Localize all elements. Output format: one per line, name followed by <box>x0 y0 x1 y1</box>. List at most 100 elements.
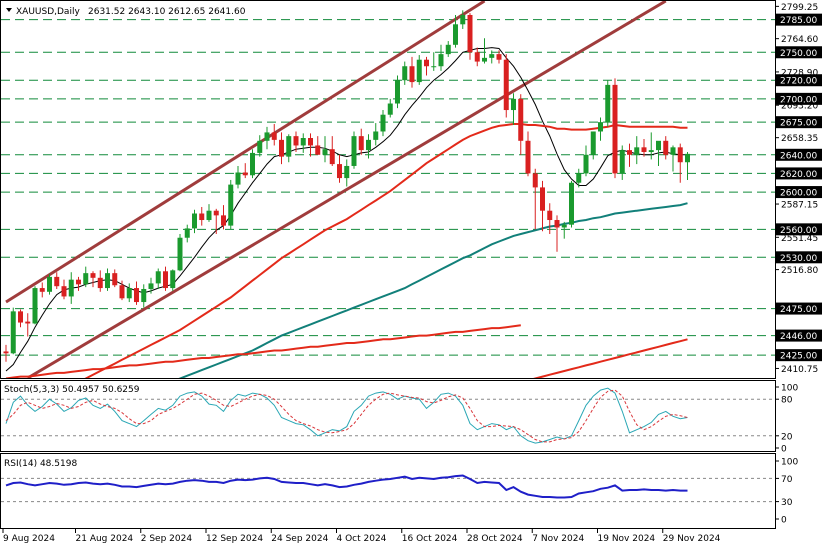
candle[interactable] <box>489 50 495 64</box>
candle[interactable] <box>170 269 176 291</box>
candle[interactable] <box>221 205 226 230</box>
candle[interactable] <box>663 136 669 160</box>
candle[interactable] <box>163 266 168 291</box>
candle[interactable] <box>670 145 676 172</box>
candle[interactable] <box>18 309 23 328</box>
candle[interactable] <box>656 140 661 166</box>
candle[interactable] <box>402 61 408 85</box>
candle[interactable] <box>47 274 52 295</box>
candle[interactable] <box>134 281 139 305</box>
candle[interactable] <box>337 154 342 183</box>
price-panel[interactable] <box>0 0 776 379</box>
candle[interactable] <box>627 143 632 167</box>
candle[interactable] <box>685 151 690 180</box>
candle[interactable] <box>126 283 132 303</box>
candle[interactable] <box>424 56 429 76</box>
candle[interactable] <box>511 93 516 125</box>
candle[interactable] <box>61 279 67 300</box>
candle[interactable] <box>474 47 480 67</box>
candle[interactable] <box>373 123 379 146</box>
candle[interactable] <box>257 135 263 157</box>
candle[interactable] <box>482 38 487 64</box>
candle[interactable] <box>569 180 574 228</box>
candle[interactable] <box>445 41 451 57</box>
candle[interactable] <box>467 13 473 60</box>
candle[interactable] <box>264 126 270 150</box>
candle[interactable] <box>32 286 38 325</box>
candle[interactable] <box>68 272 74 304</box>
candle[interactable] <box>554 215 560 252</box>
candle[interactable] <box>612 78 618 179</box>
candle[interactable] <box>293 131 299 152</box>
candle[interactable] <box>141 284 147 308</box>
candle[interactable] <box>329 136 335 166</box>
candle[interactable] <box>532 168 538 230</box>
candle[interactable] <box>583 145 589 177</box>
rsi-panel[interactable] <box>0 453 776 529</box>
candle[interactable] <box>213 208 219 235</box>
candle[interactable] <box>590 131 596 160</box>
candle[interactable] <box>250 149 255 179</box>
candle[interactable] <box>3 344 9 362</box>
stoch-panel[interactable] <box>0 380 776 452</box>
candle[interactable] <box>39 282 45 298</box>
candle[interactable] <box>10 307 16 355</box>
candle[interactable] <box>395 75 400 109</box>
candle[interactable] <box>366 134 371 159</box>
candle[interactable] <box>83 266 89 288</box>
candle[interactable] <box>177 234 183 272</box>
symbol-dropdown-icon[interactable] <box>6 8 12 12</box>
candle[interactable] <box>453 14 458 48</box>
candle[interactable] <box>561 221 567 239</box>
candle[interactable] <box>322 136 328 163</box>
candle[interactable] <box>576 168 582 188</box>
candle[interactable] <box>155 268 161 289</box>
candle[interactable] <box>97 270 103 292</box>
candle[interactable] <box>677 143 683 183</box>
candle[interactable] <box>619 145 625 180</box>
candle[interactable] <box>184 224 190 243</box>
candle[interactable] <box>598 117 603 141</box>
candle[interactable] <box>206 204 212 222</box>
trend-channel-line[interactable] <box>5 1 486 304</box>
candle[interactable] <box>199 206 205 226</box>
candle[interactable] <box>228 179 234 230</box>
candle[interactable] <box>641 138 647 157</box>
candle[interactable] <box>54 272 60 289</box>
candle[interactable] <box>547 203 553 235</box>
candle[interactable] <box>286 134 292 163</box>
candle[interactable] <box>105 268 110 291</box>
candle[interactable] <box>380 110 386 137</box>
candle[interactable] <box>525 131 531 177</box>
candle[interactable] <box>279 132 284 165</box>
candle[interactable] <box>540 180 545 232</box>
candle[interactable] <box>503 54 509 118</box>
candle[interactable] <box>409 56 415 88</box>
candle[interactable] <box>90 271 96 288</box>
candle[interactable] <box>344 159 350 187</box>
candle[interactable] <box>387 98 393 118</box>
candle[interactable] <box>634 136 640 165</box>
candle[interactable] <box>148 277 154 294</box>
candle[interactable] <box>460 10 466 29</box>
trend-channel-line[interactable] <box>26 1 667 378</box>
candle[interactable] <box>235 165 241 189</box>
candle[interactable] <box>300 133 306 153</box>
candle[interactable] <box>431 52 437 71</box>
candle[interactable] <box>112 269 118 288</box>
candle[interactable] <box>416 55 422 85</box>
candle[interactable] <box>25 313 31 337</box>
candle[interactable] <box>648 132 654 160</box>
candle[interactable] <box>315 136 321 155</box>
candle[interactable] <box>76 276 81 291</box>
candle[interactable] <box>271 124 277 146</box>
candle[interactable] <box>308 133 313 157</box>
candle[interactable] <box>496 50 502 64</box>
candle[interactable] <box>518 94 524 155</box>
candle[interactable] <box>438 44 444 71</box>
candle[interactable] <box>605 80 611 127</box>
candle[interactable] <box>358 128 364 155</box>
candle[interactable] <box>119 280 125 301</box>
candle[interactable] <box>351 131 357 169</box>
